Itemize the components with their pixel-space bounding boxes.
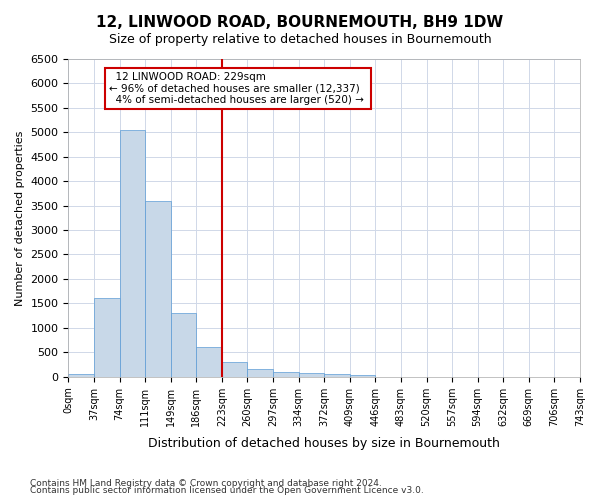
Bar <box>94 298 119 376</box>
X-axis label: Distribution of detached houses by size in Bournemouth: Distribution of detached houses by size … <box>148 437 500 450</box>
Y-axis label: Number of detached properties: Number of detached properties <box>15 130 25 306</box>
Bar <box>350 375 376 376</box>
Text: 12 LINWOOD ROAD: 229sqm  
← 96% of detached houses are smaller (12,337)  
  4% o: 12 LINWOOD ROAD: 229sqm ← 96% of detache… <box>109 72 367 105</box>
Bar <box>247 370 273 376</box>
Bar <box>299 373 324 376</box>
Bar <box>171 313 196 376</box>
Bar <box>145 200 171 376</box>
Text: Contains HM Land Registry data © Crown copyright and database right 2024.: Contains HM Land Registry data © Crown c… <box>30 478 382 488</box>
Bar <box>222 362 247 376</box>
Bar <box>324 374 350 376</box>
Text: Size of property relative to detached houses in Bournemouth: Size of property relative to detached ho… <box>109 32 491 46</box>
Bar <box>273 372 299 376</box>
Bar <box>196 348 222 376</box>
Bar <box>119 130 145 376</box>
Text: 12, LINWOOD ROAD, BOURNEMOUTH, BH9 1DW: 12, LINWOOD ROAD, BOURNEMOUTH, BH9 1DW <box>97 15 503 30</box>
Text: Contains public sector information licensed under the Open Government Licence v3: Contains public sector information licen… <box>30 486 424 495</box>
Bar <box>68 374 94 376</box>
